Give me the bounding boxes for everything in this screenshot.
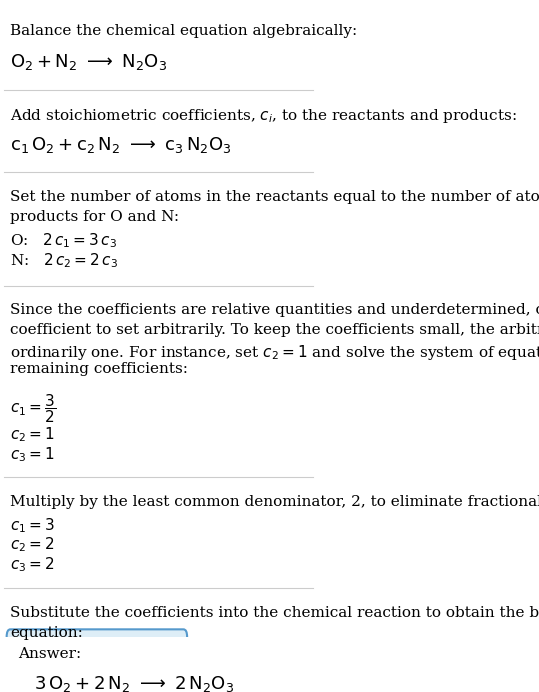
Text: $c_3 = 1$: $c_3 = 1$ [10, 445, 55, 464]
Text: remaining coefficients:: remaining coefficients: [10, 363, 188, 376]
Text: products for O and N:: products for O and N: [10, 210, 179, 224]
Text: $c_1 = \dfrac{3}{2}$: $c_1 = \dfrac{3}{2}$ [10, 392, 57, 426]
FancyBboxPatch shape [6, 629, 187, 692]
Text: Add stoichiometric coefficients, $c_i$, to the reactants and products:: Add stoichiometric coefficients, $c_i$, … [10, 107, 517, 125]
Text: Set the number of atoms in the reactants equal to the number of atoms in the: Set the number of atoms in the reactants… [10, 190, 539, 204]
Text: coefficient to set arbitrarily. To keep the coefficients small, the arbitrary va: coefficient to set arbitrarily. To keep … [10, 323, 539, 337]
Text: N:   $2\,c_2 = 2\,c_3$: N: $2\,c_2 = 2\,c_3$ [10, 251, 119, 270]
Text: O:   $2\,c_1 = 3\,c_3$: O: $2\,c_1 = 3\,c_3$ [10, 231, 118, 250]
Text: Answer:: Answer: [18, 647, 81, 661]
Text: $c_1 = 3$: $c_1 = 3$ [10, 516, 55, 535]
Text: Balance the chemical equation algebraically:: Balance the chemical equation algebraica… [10, 24, 357, 39]
Text: Multiply by the least common denominator, 2, to eliminate fractional coefficient: Multiply by the least common denominator… [10, 495, 539, 509]
Text: $c_3 = 2$: $c_3 = 2$ [10, 555, 55, 574]
Text: Since the coefficients are relative quantities and underdetermined, choose a: Since the coefficients are relative quan… [10, 304, 539, 318]
Text: equation:: equation: [10, 626, 83, 639]
Text: $\mathrm{c_1\,O_2 + c_2\,N_2 \ \longrightarrow \ c_3\,N_2O_3}$: $\mathrm{c_1\,O_2 + c_2\,N_2 \ \longrigh… [10, 134, 232, 154]
Text: $c_2 = 1$: $c_2 = 1$ [10, 426, 55, 444]
Text: Substitute the coefficients into the chemical reaction to obtain the balanced: Substitute the coefficients into the che… [10, 606, 539, 620]
Text: $\mathrm{3\,O_2 + 2\,N_2 \ \longrightarrow \ 2\,N_2O_3}$: $\mathrm{3\,O_2 + 2\,N_2 \ \longrightarr… [33, 673, 234, 692]
Text: $c_2 = 2$: $c_2 = 2$ [10, 536, 55, 554]
Text: ordinarily one. For instance, set $c_2 = 1$ and solve the system of equations fo: ordinarily one. For instance, set $c_2 =… [10, 343, 539, 362]
Text: $\mathrm{O_2 + N_2 \ \longrightarrow \ N_2O_3}$: $\mathrm{O_2 + N_2 \ \longrightarrow \ N… [10, 52, 168, 72]
